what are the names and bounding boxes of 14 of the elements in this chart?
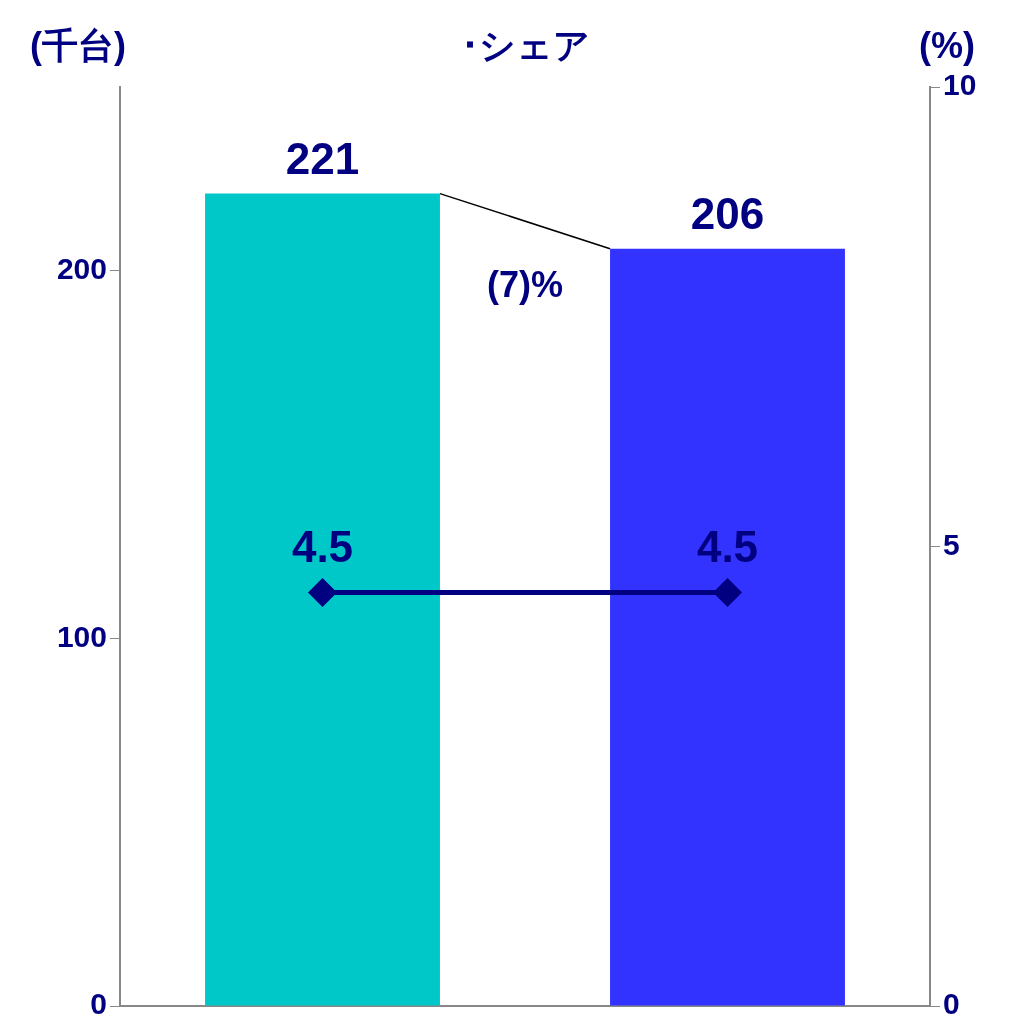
y-tick-label: 100 [56, 619, 107, 653]
y2-tick-label: 5 [943, 527, 960, 561]
y-tick-label: 200 [56, 252, 107, 286]
data-label: 221 [285, 133, 360, 183]
y2-tick-label: 0 [943, 987, 960, 1021]
data-label: 4.5 [291, 522, 354, 572]
y-tick-label: 0 [90, 987, 107, 1021]
data-label: 4.5 [696, 522, 759, 572]
y-axis-title: (千台) [30, 25, 126, 66]
annotation: (7)% [486, 263, 564, 305]
y2-axis-title: (%) [919, 25, 975, 66]
data-label: 206 [690, 188, 765, 238]
y2-tick-label: 10 [943, 68, 977, 102]
chart-title: ･シェア [460, 25, 590, 66]
